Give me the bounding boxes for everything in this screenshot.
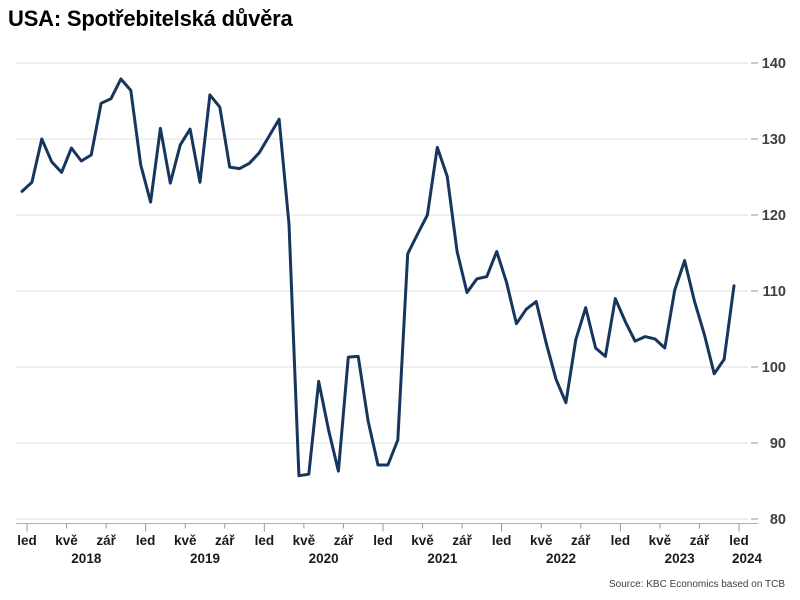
x-month-label: zář: [571, 533, 591, 548]
x-month-label: led: [17, 533, 37, 548]
x-year-label: 2024: [732, 551, 763, 566]
x-month-label: zář: [334, 533, 354, 548]
y-axis-label: 130: [762, 132, 786, 148]
x-month-label: kvě: [530, 533, 553, 548]
x-month-label: kvě: [293, 533, 316, 548]
x-year-label: 2022: [546, 551, 576, 566]
x-month-label: zář: [452, 533, 472, 548]
y-axis-label: 100: [762, 360, 786, 376]
x-month-label: zář: [96, 533, 116, 548]
y-axis-label: 80: [770, 512, 786, 528]
x-month-label: zář: [690, 533, 710, 548]
x-month-label: kvě: [174, 533, 197, 548]
x-month-label: kvě: [55, 533, 78, 548]
consumer-confidence-line: [20, 77, 736, 478]
x-month-label: led: [611, 533, 631, 548]
x-year-label: 2023: [665, 551, 696, 566]
source-note: Source: KBC Economics based on TCB: [608, 579, 785, 590]
chart-title: USA: Spotřebitelská důvěra: [8, 6, 293, 31]
y-axis-label: 90: [770, 436, 786, 452]
x-month-label: led: [255, 533, 275, 548]
x-year-label: 2021: [427, 551, 458, 566]
x-year-label: 2018: [71, 551, 102, 566]
x-year-label: 2019: [190, 551, 220, 566]
x-month-label: led: [136, 533, 156, 548]
x-month-label: kvě: [649, 533, 672, 548]
x-month-label: led: [729, 533, 749, 548]
x-month-label: kvě: [411, 533, 434, 548]
y-axis-label: 110: [763, 284, 786, 300]
y-axis-label: 140: [762, 56, 786, 72]
x-month-label: led: [492, 533, 512, 548]
y-axis-label: 120: [762, 208, 786, 224]
x-month-label: zář: [215, 533, 235, 548]
x-year-label: 2020: [309, 551, 339, 566]
x-month-label: led: [373, 533, 393, 548]
